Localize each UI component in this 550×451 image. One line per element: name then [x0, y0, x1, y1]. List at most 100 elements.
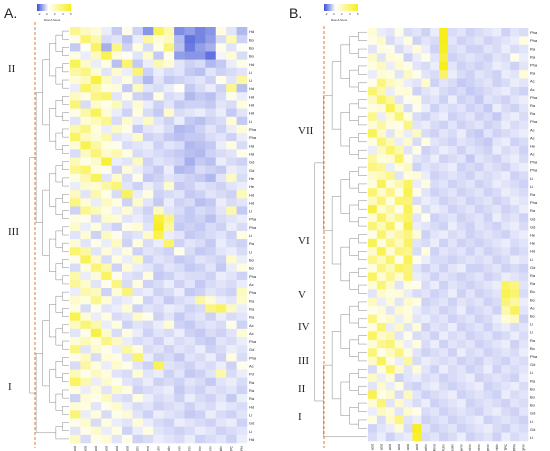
legend-tick: 4	[349, 12, 351, 16]
heatmap-cell	[90, 247, 102, 256]
heatmap-cell	[456, 162, 467, 172]
heatmap-cell	[184, 279, 196, 289]
heatmap-cell	[510, 28, 520, 37]
heatmap-cell	[111, 27, 123, 36]
heatmap-cell	[226, 247, 237, 256]
heatmap-cell	[483, 120, 493, 130]
heatmap-cell	[385, 28, 395, 37]
column-label: Kaempferol	[433, 444, 437, 451]
heatmap-cell	[184, 304, 196, 313]
row-label: Li	[249, 412, 252, 417]
cluster-label: II	[298, 383, 306, 395]
heatmap-cell	[70, 426, 81, 436]
dendrogram-branch	[358, 352, 367, 362]
heatmap-cell	[70, 328, 81, 338]
heatmap-cell	[519, 171, 529, 181]
heatmap-cell	[236, 263, 248, 273]
heatmap-cell	[184, 116, 196, 126]
heatmap-cell	[132, 263, 144, 273]
column-label: Ferulic acid	[104, 446, 108, 451]
heatmap-cell	[510, 289, 520, 299]
heatmap-cell	[439, 28, 449, 37]
heatmap-cell	[132, 157, 144, 166]
color-scale-legend-a: -2 0 2 4 6 Row Z-Score	[37, 4, 72, 22]
heatmap-cell	[215, 149, 227, 158]
heatmap-cell	[439, 137, 449, 147]
heatmap-cell	[412, 162, 422, 172]
row-label: Ra	[249, 380, 255, 385]
heatmap-cell	[215, 288, 227, 297]
heatmap-cell	[163, 51, 175, 60]
heatmap-cell	[174, 426, 185, 436]
heatmap-cell	[194, 361, 206, 370]
heatmap-cell	[153, 394, 164, 403]
dendrogram-branch	[340, 381, 350, 416]
heatmap-cell	[153, 369, 164, 379]
heatmap-cell	[456, 407, 467, 417]
heatmap-cell	[412, 137, 422, 147]
heatmap-cell	[519, 95, 529, 105]
dendrogram-branch	[62, 30, 69, 40]
heatmap-cell	[412, 424, 422, 433]
heatmap-cell	[226, 312, 237, 321]
heatmap-cell	[80, 434, 92, 444]
heatmap-cell	[385, 424, 395, 433]
heatmap-cell	[90, 385, 102, 395]
heatmap-cell	[483, 221, 493, 231]
heatmap-cell	[368, 255, 378, 265]
heatmap-cell	[483, 255, 493, 265]
heatmap-cell	[70, 385, 81, 395]
heatmap-cell	[194, 263, 206, 273]
heatmap-cell	[439, 348, 449, 358]
heatmap-cell	[492, 221, 502, 231]
heatmap-cell	[236, 394, 248, 403]
heatmap-cell	[394, 255, 404, 265]
heatmap-cell	[456, 280, 467, 290]
heatmap-cell	[153, 288, 164, 297]
heatmap-cell	[403, 171, 413, 181]
heatmap-cell	[368, 162, 378, 172]
row-label: Gd	[530, 216, 535, 221]
legend-ticks-a: -2 0 2 4 6	[38, 12, 72, 16]
heatmap-cell	[465, 382, 475, 391]
heatmap-cell	[376, 221, 387, 231]
heatmap-cell	[236, 418, 248, 427]
heatmap-cell	[456, 255, 467, 265]
heatmap-cell	[174, 75, 185, 85]
heatmap-cell	[501, 331, 511, 341]
heatmap-cell	[236, 198, 248, 207]
heatmap-cell	[403, 221, 413, 231]
heatmap-cell	[465, 205, 475, 214]
row-label: Bo	[530, 394, 536, 399]
heatmap-cell	[205, 214, 217, 224]
heatmap-cell	[439, 306, 449, 315]
heatmap-cell	[385, 255, 395, 265]
heatmap-cell	[501, 213, 511, 223]
heatmap-cell	[90, 353, 102, 362]
heatmap-cell	[519, 272, 529, 282]
row-label: Pha	[249, 217, 257, 222]
heatmap-cell	[153, 296, 164, 305]
row-label: Pha	[530, 160, 538, 165]
heatmap-cell	[412, 78, 422, 88]
column-label: Catechin	[468, 444, 472, 451]
row-label: Pha	[530, 30, 538, 35]
heatmap-cell	[132, 43, 144, 52]
heatmap-cell	[376, 61, 387, 71]
heatmap-cell	[368, 103, 378, 113]
heatmap-cell	[430, 61, 440, 71]
heatmap-cell	[492, 247, 502, 256]
heatmap-cell	[394, 238, 404, 248]
heatmap-cell	[430, 162, 440, 172]
heatmap-cell	[236, 43, 248, 52]
heatmap-cell	[385, 306, 395, 315]
heatmap-cell	[70, 222, 81, 232]
row-label: Bo	[530, 346, 536, 351]
heatmap-cell	[403, 205, 413, 214]
heatmap-cell	[430, 424, 440, 433]
row-label: Ra	[249, 396, 255, 401]
heatmap-cell	[174, 181, 185, 191]
heatmap-cell	[430, 306, 440, 315]
dendrogram-branch	[349, 305, 359, 324]
heatmap-cell	[70, 75, 81, 85]
